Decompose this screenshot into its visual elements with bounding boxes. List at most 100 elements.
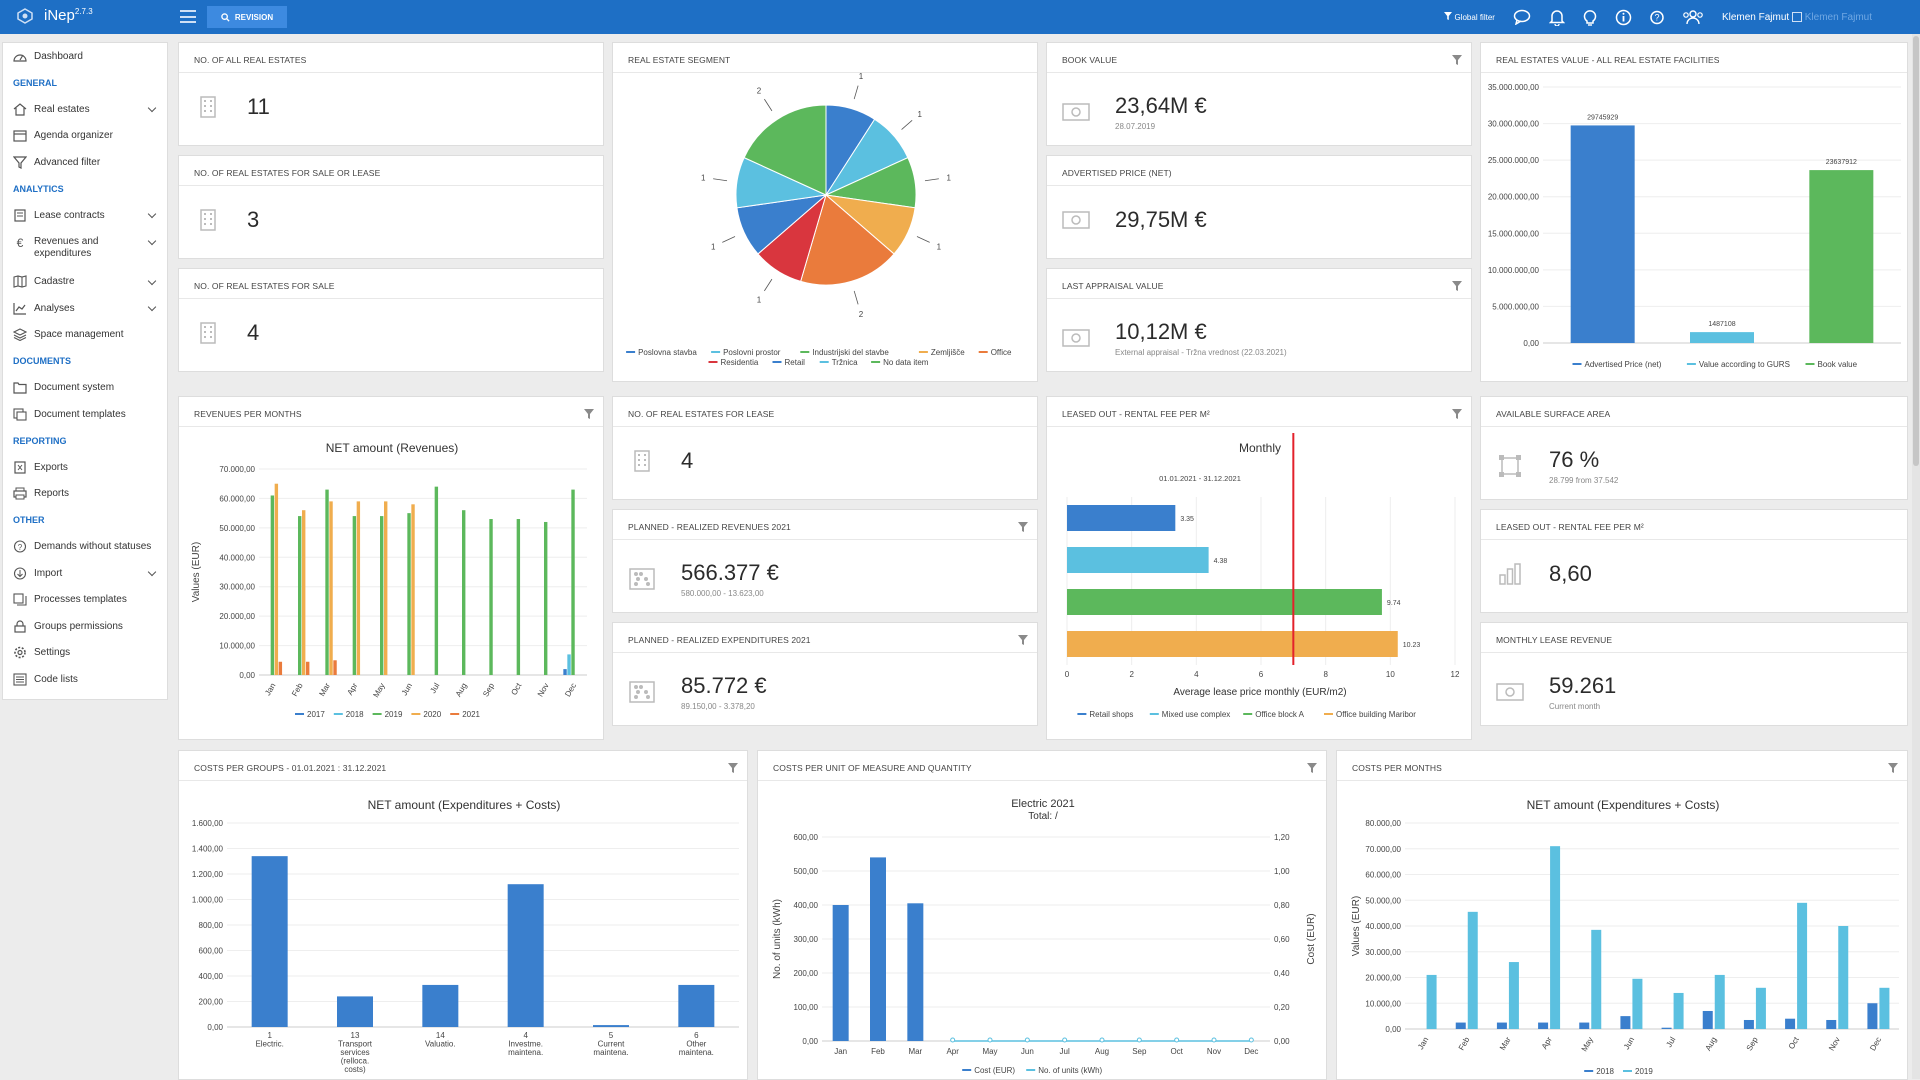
y-axis-label: No. of units (kWh) [772,899,783,979]
y-tick-label: 35.000.000,00 [1488,83,1540,92]
user-menu[interactable]: Klemen Fajmut Klemen Fajmut [1722,12,1872,23]
filter-icon[interactable] [1018,519,1028,537]
sidebar-item-exports[interactable]: Exports [3,454,167,481]
card-real-estates-value: REAL ESTATES VALUE - ALL REAL ESTATE FAC… [1480,42,1908,382]
filter-icon[interactable] [1888,760,1898,778]
chart-icon [13,302,27,315]
y-tick-label: 1.000,00 [192,896,224,905]
sidebar-item-code-lists[interactable]: Code lists [3,666,167,693]
sidebar-item-demands-without-statuses[interactable]: ? Demands without statuses [3,534,167,561]
page-scrollbar-thumb[interactable] [1913,36,1919,466]
filter-icon[interactable] [1018,632,1028,650]
x-tick-label: (relloca. [341,1057,369,1066]
y-tick-label: 0,00 [1523,339,1539,348]
sidebar-item-advanced-filter[interactable]: Advanced filter [3,149,167,176]
list-icon [13,673,27,686]
chevron-down-icon[interactable] [147,567,157,577]
card-real-estates-sale: NO. OF REAL ESTATES FOR SALE 4 [178,268,604,372]
legend-entry: 2019 [1635,1067,1653,1076]
kpi-value: 85.772 € [681,673,767,698]
filter-icon[interactable] [1452,278,1462,296]
sidebar-item-reports[interactable]: Reports [3,481,167,508]
chevron-down-icon[interactable] [147,276,157,285]
x-tick-label: 13 [351,1031,360,1040]
sidebar-item-label: Cadastre [34,276,75,288]
sidebar-item-space-management[interactable]: Space management [3,322,167,349]
sidebar-item-real-estates[interactable]: Real estates [3,96,167,123]
gear-icon [13,646,27,659]
chevron-down-icon[interactable] [147,209,157,219]
revision-button[interactable]: REVISION [207,6,287,28]
legend-entry: Office block A [1255,710,1304,719]
legend-entry: Tržnica [832,358,858,367]
card-title: NO. OF REAL ESTATES FOR SALE OR LEASE [179,156,603,186]
sidebar-item-revenues-and-expenditures[interactable]: € Revenues and expenditures [3,229,167,269]
bar [1785,1018,1796,1029]
info-button[interactable] [1615,9,1632,26]
pie-slice [800,194,895,286]
y-tick-label: 25.000.000,00 [1488,156,1540,165]
y-tick-label: 20.000.000,00 [1488,193,1540,202]
sidebar-item-document-system[interactable]: Document system [3,375,167,402]
help-button[interactable]: ? [1650,9,1664,26]
bar [1067,589,1382,615]
chat-button[interactable] [1513,9,1531,25]
chart-svg: Monthly 01.01.2021 - 31.12.2021 0 2 4 6 8 10 12 3… [1065,433,1460,719]
bar [1714,974,1725,1029]
pie-leader-line [901,120,913,130]
filter-icon[interactable] [1307,760,1317,778]
chevron-down-icon[interactable] [147,103,157,113]
sidebar-item-lease-contracts[interactable]: Lease contracts [3,202,167,229]
y-tick-label: 0,00 [239,671,255,680]
chevron-down-icon[interactable] [147,236,157,245]
tips-button[interactable] [1583,9,1597,26]
menu-toggle-icon[interactable] [180,10,196,23]
filter-icon[interactable] [1452,406,1462,424]
sidebar-item-groups-permissions[interactable]: Groups permissions [3,613,167,640]
filter-icon[interactable] [1452,52,1462,70]
bar [462,510,466,675]
y-tick-label: 50.000,00 [1365,896,1401,905]
bar [1809,170,1874,343]
notifications-button[interactable] [1548,9,1565,26]
area-icon [1496,452,1524,480]
sidebar-item-settings[interactable]: Settings [3,640,167,667]
x-tick-label: Dec [1244,1047,1258,1056]
kpi-value: 59.261 [1549,673,1617,698]
users-button[interactable] [1682,9,1704,25]
kpi-value: 76 % [1549,447,1600,472]
bar-value-label: 9.74 [1387,600,1401,607]
sidebar-item-document-templates[interactable]: Document templates [3,401,167,428]
sidebar-item-import[interactable]: Import [3,560,167,587]
y-tick-label: 600,00 [199,947,224,956]
filter-icon[interactable] [584,406,594,424]
filter-icon [1444,12,1453,20]
y-tick-label: 400,00 [794,901,819,910]
x-tick-label: 8 [1323,670,1328,679]
global-filter-button[interactable]: Global filter [1444,12,1495,22]
pie-value-label: 2 [757,87,762,96]
sidebar-item-analyses[interactable]: Analyses [3,295,167,322]
bar-value-label: 4.38 [1214,558,1228,565]
x-tick-label: 5 [609,1031,614,1040]
filter-icon[interactable] [728,760,738,778]
sidebar-item-dashboard[interactable]: Dashboard [3,43,167,70]
y-tick-label: 60.000,00 [219,494,255,503]
bar [1690,332,1754,343]
page-scrollbar[interactable] [1912,34,1920,1079]
sidebar-item-processes-templates[interactable]: Processes templates [3,587,167,614]
y-tick-label: 500,00 [794,867,819,876]
bar [1879,987,1890,1029]
card-last-appraisal: LAST APPRAISAL VALUE 10,12M € External ap… [1046,268,1472,372]
chevron-down-icon[interactable] [147,302,157,312]
line-point [987,1037,993,1043]
x-tick-label: Feb [290,681,305,698]
app-logo[interactable]: iNep2.7.3 [16,7,93,24]
sidebar-item-agenda-organizer[interactable]: Agenda organizer [3,123,167,150]
bar [1867,1003,1878,1029]
x-tick-label: 0 [1065,670,1070,679]
y-tick-label: 5.000.000,00 [1492,302,1539,311]
sidebar-item-cadastre[interactable]: Cadastre [3,269,167,296]
bar-value-label: 29745929 [1587,114,1618,121]
y-tick-label: 0,00 [207,1023,223,1032]
